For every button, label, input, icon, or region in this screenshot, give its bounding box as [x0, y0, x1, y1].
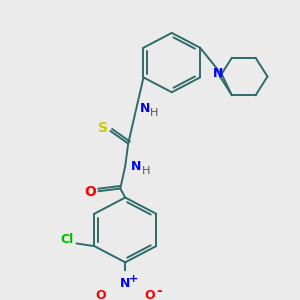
Text: Cl: Cl: [60, 233, 73, 246]
Text: N: N: [120, 277, 130, 290]
Text: O: O: [145, 289, 155, 300]
Text: N: N: [140, 102, 150, 115]
Text: -: -: [156, 284, 162, 298]
Text: N: N: [213, 67, 223, 80]
Text: S: S: [98, 121, 108, 135]
Text: H: H: [142, 167, 150, 176]
Text: O: O: [85, 185, 97, 199]
Text: H: H: [149, 108, 158, 118]
Text: O: O: [95, 289, 106, 300]
Text: N: N: [131, 160, 141, 173]
Text: +: +: [128, 274, 138, 284]
